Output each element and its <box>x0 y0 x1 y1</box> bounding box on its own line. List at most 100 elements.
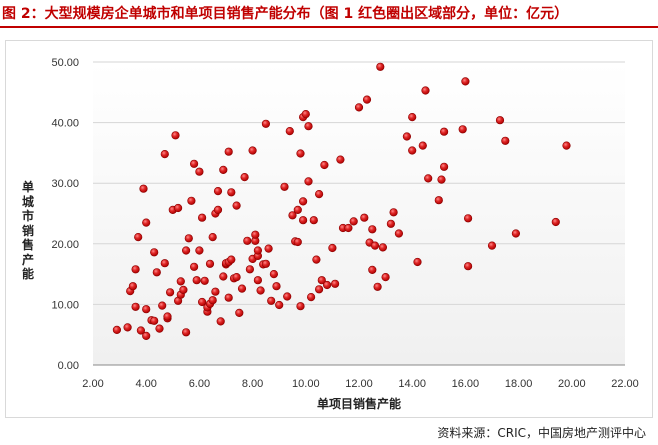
data-point <box>264 244 273 253</box>
data-point <box>208 296 217 305</box>
data-point <box>293 237 302 247</box>
y-tick-label: 40.00 <box>51 118 79 130</box>
data-point <box>389 208 398 217</box>
data-point <box>269 270 279 279</box>
data-point <box>368 225 377 234</box>
data-point <box>360 213 369 222</box>
data-point <box>296 302 305 311</box>
title-bar: 图 2：大型规模房企单城市和单项目销售产能分布（图 1 红色圈出区域部分，单位：… <box>0 0 658 28</box>
data-point <box>219 272 228 281</box>
data-point <box>227 188 236 197</box>
data-point <box>304 177 313 186</box>
chart-frame <box>5 40 653 418</box>
data-point <box>315 190 324 199</box>
data-point <box>187 196 196 205</box>
y-tick-labels: 0.00 10.00 20.00 30.00 40.00 50.00 <box>51 57 79 372</box>
x-tick-label: 20.00 <box>558 378 586 390</box>
data-point <box>182 246 191 255</box>
data-point <box>376 62 385 71</box>
data-point <box>123 323 132 332</box>
data-point <box>200 276 209 285</box>
data-point <box>336 155 345 164</box>
data-point <box>461 77 470 86</box>
data-point <box>349 217 358 226</box>
data-point <box>192 276 201 285</box>
data-point <box>184 234 193 243</box>
data-point <box>354 103 364 112</box>
y-tick-label: 20.00 <box>51 239 79 251</box>
data-point <box>213 187 223 196</box>
x-axis-title: 单项目销售产能 <box>317 396 401 411</box>
data-point <box>245 265 254 274</box>
data-point <box>280 182 289 191</box>
data-point <box>198 297 207 307</box>
x-tick-label: 16.00 <box>452 378 480 390</box>
data-point <box>190 262 199 271</box>
data-point <box>171 131 180 140</box>
data-point <box>440 162 449 171</box>
data-point <box>131 302 140 311</box>
data-point <box>253 246 262 255</box>
data-point <box>208 233 217 242</box>
data-point <box>408 146 417 155</box>
data-point <box>158 301 167 310</box>
data-point <box>227 255 236 264</box>
x-tick-label: 6.00 <box>189 378 210 390</box>
data-point <box>331 279 340 288</box>
data-point <box>562 141 571 150</box>
data-point <box>163 312 172 321</box>
y-tick-label: 0.00 <box>58 360 79 372</box>
data-point <box>176 277 185 286</box>
data-point <box>551 217 560 227</box>
x-tick-label: 10.00 <box>292 378 320 390</box>
data-point <box>131 265 140 274</box>
data-point <box>139 184 148 193</box>
data-point <box>344 223 353 233</box>
plot-area <box>93 62 625 365</box>
data-point <box>299 216 308 225</box>
data-point <box>275 300 284 310</box>
data-point <box>232 273 241 282</box>
y-tick-label: 10.00 <box>51 299 79 311</box>
data-point <box>312 255 321 264</box>
data-point <box>211 287 220 296</box>
data-point <box>378 243 388 252</box>
data-point <box>134 233 143 242</box>
data-point <box>261 259 271 268</box>
data-point <box>224 293 233 302</box>
data-point <box>237 284 247 293</box>
data-point <box>386 219 396 228</box>
data-point <box>198 213 207 222</box>
data-point <box>150 316 159 325</box>
data-point <box>272 282 281 291</box>
data-point <box>368 265 377 275</box>
data-point <box>434 196 443 205</box>
data-point <box>370 241 380 250</box>
data-point <box>424 174 433 183</box>
data-point <box>283 292 292 301</box>
data-point <box>142 305 151 314</box>
data-point <box>128 282 137 291</box>
data-point <box>296 149 305 158</box>
data-point <box>394 229 404 238</box>
data-point <box>437 175 446 184</box>
data-point <box>155 324 164 333</box>
data-point <box>402 132 412 141</box>
chart-title: 图 2：大型规模房企单城市和单项目销售产能分布（图 1 红色圈出区域部分，单位：… <box>2 6 569 22</box>
x-tick-label: 12.00 <box>345 378 373 390</box>
y-tick-label: 30.00 <box>51 178 79 190</box>
data-point <box>413 257 422 267</box>
data-points <box>112 62 571 341</box>
data-point <box>464 214 473 223</box>
data-point <box>501 136 510 145</box>
data-point <box>315 285 324 294</box>
data-point <box>232 201 241 210</box>
data-point <box>174 203 183 213</box>
x-tick-label: 8.00 <box>242 378 263 390</box>
data-point <box>179 285 188 295</box>
data-point <box>136 326 145 335</box>
data-point <box>190 159 199 168</box>
data-point <box>285 127 294 136</box>
data-point <box>267 296 276 305</box>
